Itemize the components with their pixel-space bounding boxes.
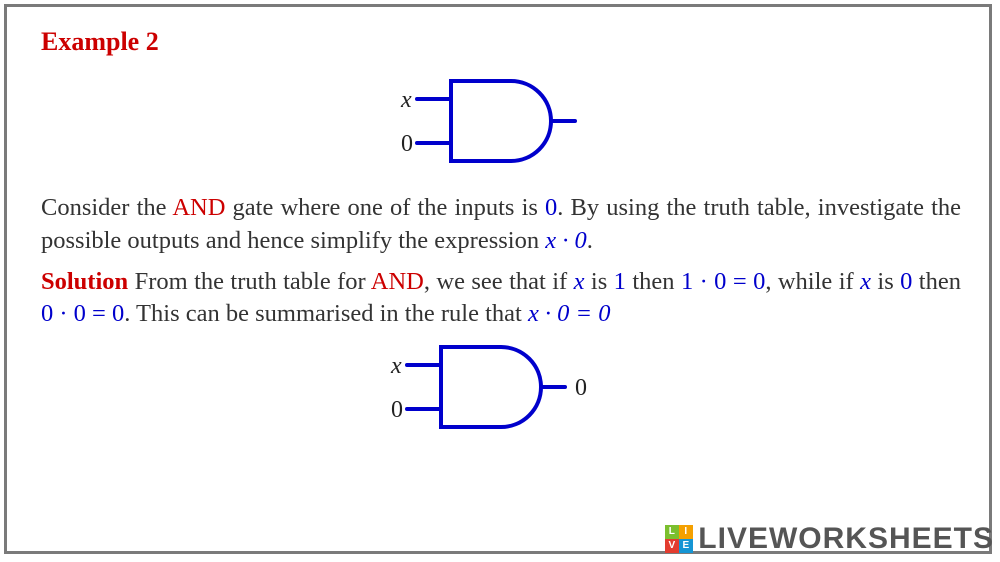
p1-zero: 0: [545, 194, 557, 221]
p2-t6: is: [871, 268, 900, 295]
gate2-input-top: x: [390, 353, 402, 379]
p2-x1: x: [574, 268, 585, 295]
solution-label: Solution: [41, 268, 128, 295]
solution-paragraph: Solution From the truth table for AND, w…: [41, 266, 961, 332]
example-heading: Example 2: [41, 27, 961, 57]
p2-eq2: 0 · 0 = 0: [41, 300, 124, 327]
p2-t2: , we see that if: [424, 268, 574, 295]
liveworksheets-watermark: L I V E LIVEWORKSHEETS: [665, 522, 994, 556]
p1-t1: Consider the: [41, 194, 172, 221]
p2-t3: is: [585, 268, 614, 295]
p2-one: 1: [614, 268, 626, 295]
gate2-input-bottom: 0: [391, 397, 403, 423]
and-gate-svg-1: x 0: [371, 69, 631, 179]
p2-t4: then: [626, 268, 681, 295]
badge-E: E: [679, 539, 693, 553]
liveworksheets-badge-icon: L I V E: [665, 525, 693, 553]
and-gate-figure-2: x 0 0: [41, 335, 961, 450]
p2-t1: From the truth table for: [128, 268, 371, 295]
p2-eq3: x · 0 = 0: [528, 300, 611, 327]
badge-L: L: [665, 525, 679, 539]
and-gate-figure-1: x 0: [41, 69, 961, 184]
p2-t5: , while if: [765, 268, 860, 295]
p2-t7: then: [912, 268, 961, 295]
p2-x2: x: [860, 268, 871, 295]
p2-eq1: 1 · 0 = 0: [681, 268, 765, 295]
gate2-output: 0: [575, 375, 587, 401]
badge-V: V: [665, 539, 679, 553]
p1-expr: x · 0: [545, 227, 587, 254]
problem-paragraph: Consider the AND gate where one of the i…: [41, 192, 961, 258]
and-gate-svg-2: x 0 0: [361, 335, 641, 445]
document-frame: Example 2 x 0 Consider the AND gate wher…: [4, 4, 992, 554]
document-content: Example 2 x 0 Consider the AND gate wher…: [41, 27, 961, 450]
gate1-input-top: x: [400, 87, 412, 113]
gate1-input-bottom: 0: [401, 131, 413, 157]
p2-t8: . This can be summarised in the rule tha…: [124, 300, 528, 327]
badge-I: I: [679, 525, 693, 539]
watermark-text: LIVEWORKSHEETS: [698, 522, 994, 556]
p1-t4: .: [587, 227, 593, 254]
p1-t2: gate where one of the inputs is: [225, 194, 545, 221]
p1-and: AND: [172, 194, 225, 221]
p2-and: AND: [371, 268, 424, 295]
p2-zero2: 0: [900, 268, 912, 295]
